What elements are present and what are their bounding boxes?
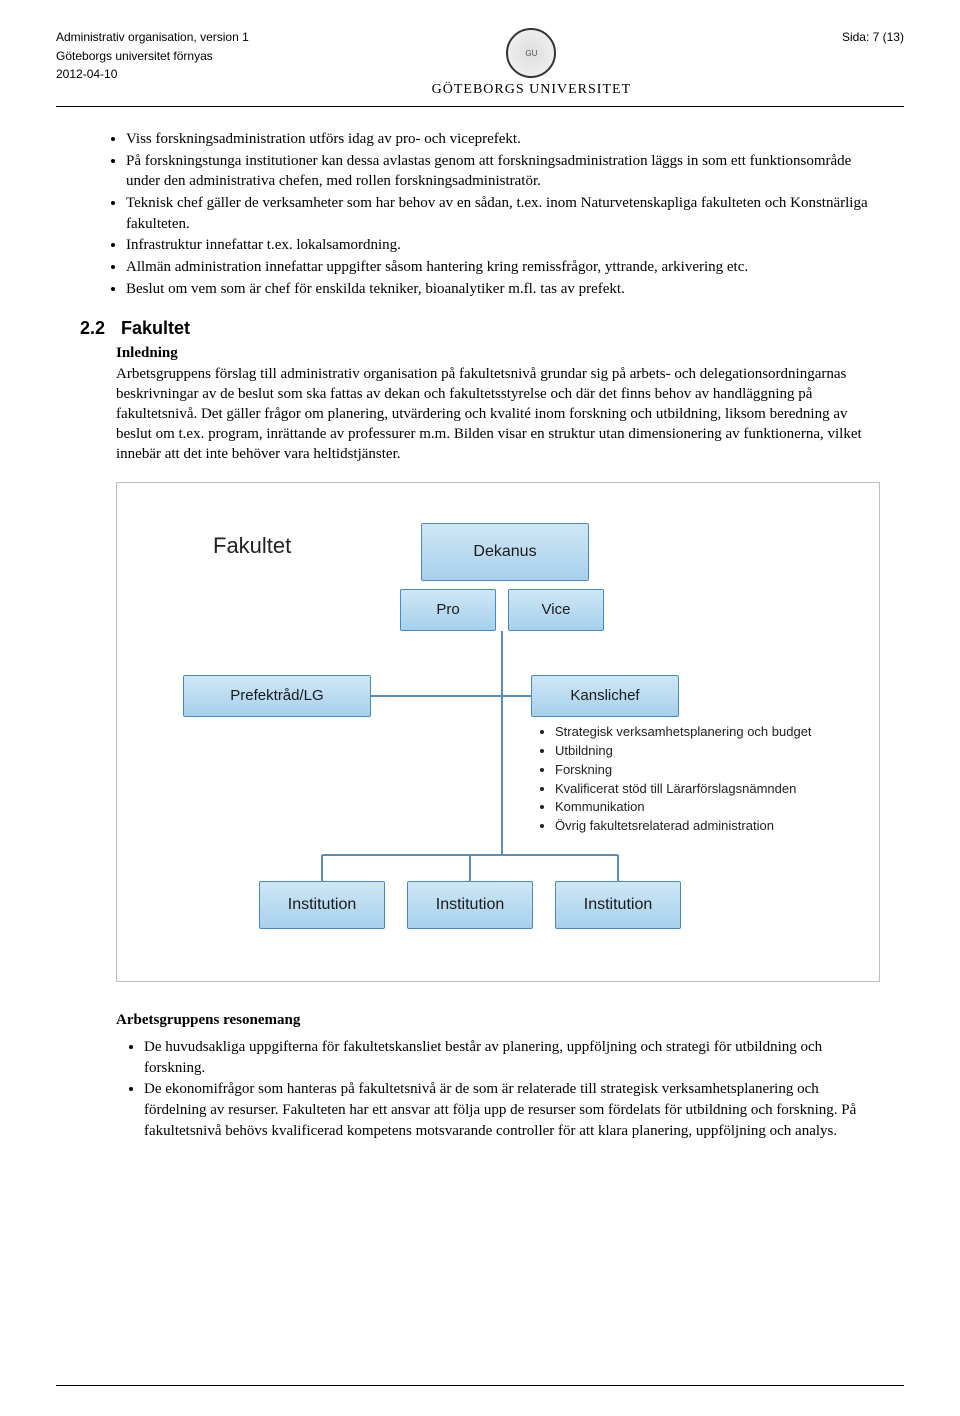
list-item: De ekonomifrågor som hanteras på fakulte…	[144, 1079, 880, 1141]
list-item: Teknisk chef gäller de verksamheter som …	[126, 193, 880, 234]
section-number: 2.2	[80, 318, 116, 339]
org-node-prefektrad: Prefektråd/LG	[183, 675, 371, 717]
list-item: Infrastruktur innefattar t.ex. lokalsamo…	[126, 235, 880, 256]
list-item: Strategisk verksamhetsplanering och budg…	[555, 723, 877, 742]
section-title: Fakultet	[121, 318, 190, 338]
doc-date: 2012-04-10	[56, 65, 249, 84]
list-item: Utbildning	[555, 742, 877, 761]
org-node-kanslichef: Kanslichef	[531, 675, 679, 717]
section-heading: 2.2 Fakultet	[80, 318, 880, 339]
content-area: Viss forskningsadministration utförs ida…	[56, 129, 904, 1141]
inledning-label: Inledning	[116, 345, 880, 362]
page-number: Sida: 7 (13)	[814, 28, 904, 47]
org-chart-diagram: Fakultet Dekanus Pro Vice Prefektråd/LG Kans…	[116, 482, 880, 982]
list-item: Övrig fakultetsrelaterad administration	[555, 817, 877, 836]
header-right: Sida: 7 (13)	[814, 28, 904, 47]
footer-rule	[56, 1385, 904, 1386]
resonemang-list: De huvudsakliga uppgifterna för fakultet…	[116, 1037, 880, 1141]
page-header: Administrativ organisation, version 1 Gö…	[56, 28, 904, 107]
university-seal-icon: GU	[506, 28, 556, 78]
list-item: På forskningstunga institutioner kan des…	[126, 151, 880, 192]
list-item: De huvudsakliga uppgifterna för fakultet…	[144, 1037, 880, 1078]
list-item: Beslut om vem som är chef för enskilda t…	[126, 279, 880, 300]
list-item: Allmän administration innefattar uppgift…	[126, 257, 880, 278]
header-center: GU GÖTEBORGS UNIVERSITET	[432, 28, 632, 98]
list-item: Forskning	[555, 761, 877, 780]
header-left: Administrativ organisation, version 1 Gö…	[56, 28, 249, 84]
fakultet-label: Fakultet	[213, 533, 291, 559]
resonemang-heading: Arbetsgruppens resonemang	[116, 1012, 880, 1029]
org-node-pro: Pro	[400, 589, 496, 631]
org-node-dekanus: Dekanus	[421, 523, 589, 581]
list-item: Kvalificerat stöd till Lärarförslagsnämn…	[555, 780, 877, 799]
university-name: GÖTEBORGS UNIVERSITET	[432, 82, 632, 98]
list-item: Viss forskningsadministration utförs ida…	[126, 129, 880, 150]
intro-bullet-list: Viss forskningsadministration utförs ida…	[80, 129, 880, 300]
org-node-inst1: Institution	[259, 881, 385, 929]
org-node-vice: Vice	[508, 589, 604, 631]
doc-title: Administrativ organisation, version 1	[56, 28, 249, 47]
list-item: Kommunikation	[555, 798, 877, 817]
kanslichef-functions: Strategisk verksamhetsplanering och budg…	[537, 723, 877, 836]
org-node-inst3: Institution	[555, 881, 681, 929]
inledning-paragraph: Arbetsgruppens förslag till administrati…	[116, 364, 880, 464]
doc-subtitle: Göteborgs universitet förnyas	[56, 47, 249, 66]
org-node-inst2: Institution	[407, 881, 533, 929]
